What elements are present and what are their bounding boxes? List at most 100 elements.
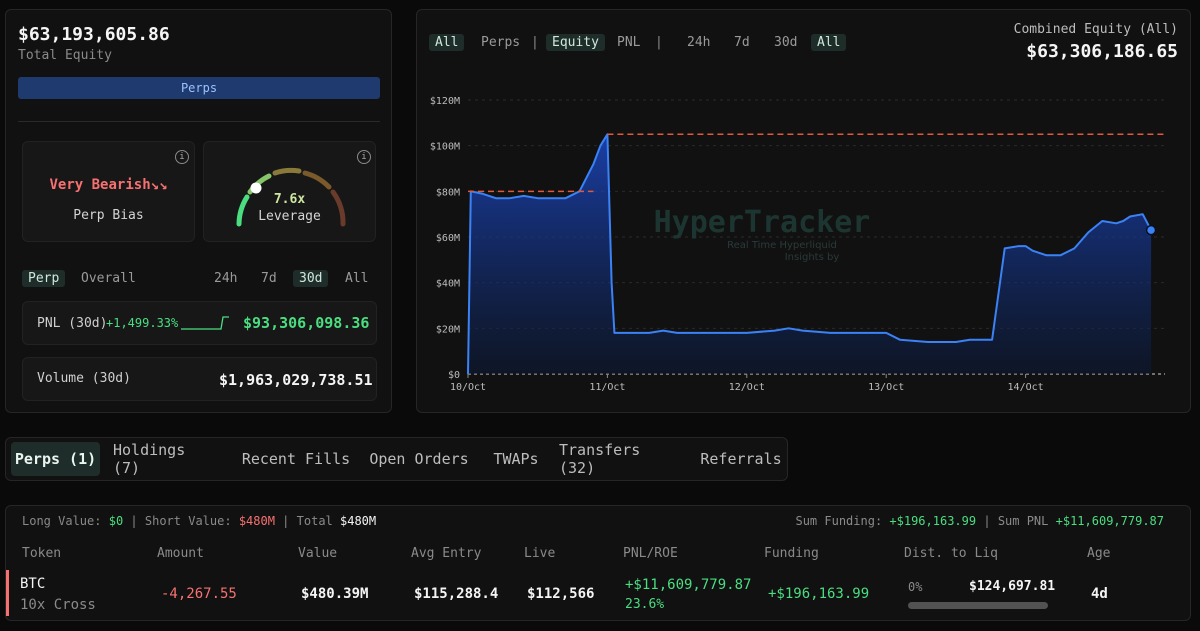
toolbar-all-period[interactable]: All: [811, 34, 847, 51]
funding-value: +$196,163.99: [768, 586, 870, 602]
sum-pnl-label: Sum PNL: [997, 514, 1049, 528]
col-pnl-roe[interactable]: PNL/ROE: [623, 546, 678, 561]
liq-distance-bar: [908, 602, 1048, 609]
col-value[interactable]: Value: [298, 546, 338, 561]
summary-right: Sum Funding: +$196,163.99 | Sum PNL +$11…: [795, 514, 1164, 528]
period-all[interactable]: All: [345, 271, 369, 286]
pnl-sparkline: [181, 316, 229, 330]
y-tick-label: $0: [448, 370, 460, 381]
perp-bias-label: Perp Bias: [73, 208, 144, 223]
pnl-value: +$11,609,779.87: [625, 577, 752, 593]
equity-panel: $63,193,605.86 Total Equity Perps i Very…: [5, 9, 392, 413]
perp-bias-card: i Very Bearish↘↘ Perp Bias: [22, 141, 195, 242]
total-equity-label: Total Equity: [18, 48, 112, 63]
watermark-title: HyperTracker: [654, 205, 871, 240]
x-tick-label: 13/Oct: [868, 382, 904, 393]
token-leverage: 10x Cross: [20, 597, 96, 613]
sum-pnl-value: +$11,609,779.87: [1055, 514, 1164, 528]
info-icon[interactable]: i: [175, 150, 189, 164]
tab-twaps[interactable]: TWAPs: [493, 450, 539, 468]
volume-label: Volume (30d): [37, 371, 131, 386]
tab-referrals[interactable]: Referrals: [700, 450, 782, 468]
summary-divider: |: [983, 514, 991, 528]
y-tick-label: $100M: [430, 142, 460, 153]
toolbar-equity[interactable]: Equity: [546, 34, 605, 51]
col-dist-liq[interactable]: Dist. to Liq: [904, 546, 998, 561]
perp-bias-value: Very Bearish: [49, 177, 151, 193]
current-point: [1145, 224, 1157, 236]
combined-equity-value: $63,306,186.65: [1026, 41, 1178, 62]
live-price: $112,566: [527, 586, 595, 602]
dist-pct: 0%: [908, 580, 923, 594]
period-24h[interactable]: 24h: [214, 271, 238, 286]
trend-down-icon: ↘↘: [150, 177, 168, 193]
avg-entry-value: $115,288.4: [414, 586, 499, 602]
long-value: $0: [108, 514, 124, 528]
toolbar-sep: |: [655, 35, 663, 50]
toolbar-sep: |: [531, 35, 539, 50]
filter-perp[interactable]: Perp: [22, 270, 66, 287]
toolbar-all[interactable]: All: [429, 34, 465, 51]
leverage-value: 7.6x: [273, 192, 306, 207]
watermark-sub1: Real Time Hyperliquid: [727, 240, 837, 251]
y-tick-label: $80M: [436, 187, 460, 198]
col-age[interactable]: Age: [1087, 546, 1111, 561]
liq-price: $124,697.81: [969, 579, 1056, 594]
filter-overall[interactable]: Overall: [81, 271, 136, 286]
x-tick-label: 11/Oct: [589, 382, 625, 393]
equity-area: [468, 134, 1152, 374]
watermark-sub2: Insights by: [785, 252, 840, 263]
positions-panel: Long Value: $0 | Short Value: $480M | To…: [5, 505, 1191, 621]
toolbar-24h[interactable]: 24h: [687, 35, 711, 50]
leverage-card: i 7.6x Leverage: [203, 141, 376, 242]
roe-value: 23.6%: [625, 597, 665, 612]
perps-bar[interactable]: Perps: [18, 77, 380, 99]
total-equity-value: $63,193,605.86: [18, 24, 170, 45]
total-value: $480M: [340, 514, 377, 528]
summary-divider: |: [130, 514, 138, 528]
x-tick-label: 14/Oct: [1008, 382, 1044, 393]
period-7d[interactable]: 7d: [261, 271, 277, 286]
volume-row: Volume (30d) $1,963,029,738.51: [22, 357, 377, 401]
amount-value: -4,267.55: [161, 586, 237, 602]
tab-recent-fills[interactable]: Recent Fills: [241, 450, 351, 468]
toolbar-30d[interactable]: 30d: [774, 35, 798, 50]
pnl-label: PNL (30d): [37, 316, 108, 331]
col-amount[interactable]: Amount: [157, 546, 204, 561]
age-value: 4d: [1091, 586, 1108, 602]
summary-divider: |: [282, 514, 290, 528]
divider: [18, 121, 380, 122]
combined-equity-label: Combined Equity (All): [1013, 22, 1178, 37]
toolbar-7d[interactable]: 7d: [734, 35, 750, 50]
col-live[interactable]: Live: [524, 546, 556, 561]
y-tick-label: $120M: [430, 96, 460, 107]
pnl-row: PNL (30d) +1,499.33% $93,306,098.36: [22, 301, 377, 345]
leverage-gauge: [236, 167, 346, 227]
sum-funding-label: Sum Funding:: [795, 514, 883, 528]
toolbar-perps[interactable]: Perps: [481, 35, 521, 50]
x-tick-label: 10/Oct: [450, 382, 486, 393]
tab-holdings[interactable]: Holdings (7): [113, 441, 186, 477]
short-value: $480M: [238, 514, 275, 528]
tab-transfers[interactable]: Transfers (32): [559, 441, 641, 477]
short-value-label: Short Value:: [144, 514, 232, 528]
info-icon[interactable]: i: [357, 150, 371, 164]
col-avg-entry[interactable]: Avg Entry: [411, 546, 482, 561]
long-value-label: Long Value:: [22, 514, 102, 528]
x-tick-label: 12/Oct: [729, 382, 765, 393]
pnl-value: $93,306,098.36: [243, 314, 370, 332]
position-value: $480.39M: [301, 586, 369, 602]
period-30d[interactable]: 30d: [293, 270, 329, 287]
toolbar-pnl[interactable]: PNL: [617, 35, 641, 50]
chart-panel: All Perps | Equity PNL | 24h 7d 30d All …: [416, 9, 1191, 413]
tab-perps[interactable]: Perps (1): [11, 442, 100, 476]
pnl-pct: +1,499.33%: [106, 316, 179, 330]
table-row[interactable]: BTC 10x Cross -4,267.55 $480.39M $115,28…: [6, 568, 1190, 618]
equity-line: [467, 133, 1152, 375]
y-tick-label: $40M: [436, 279, 460, 290]
equity-chart: HyperTracker Real Time Hyperliquid Insig…: [430, 96, 1165, 393]
y-tick-label: $60M: [436, 233, 460, 244]
col-token: Token: [22, 546, 62, 561]
tab-open-orders[interactable]: Open Orders: [369, 450, 469, 468]
col-funding[interactable]: Funding: [764, 546, 819, 561]
